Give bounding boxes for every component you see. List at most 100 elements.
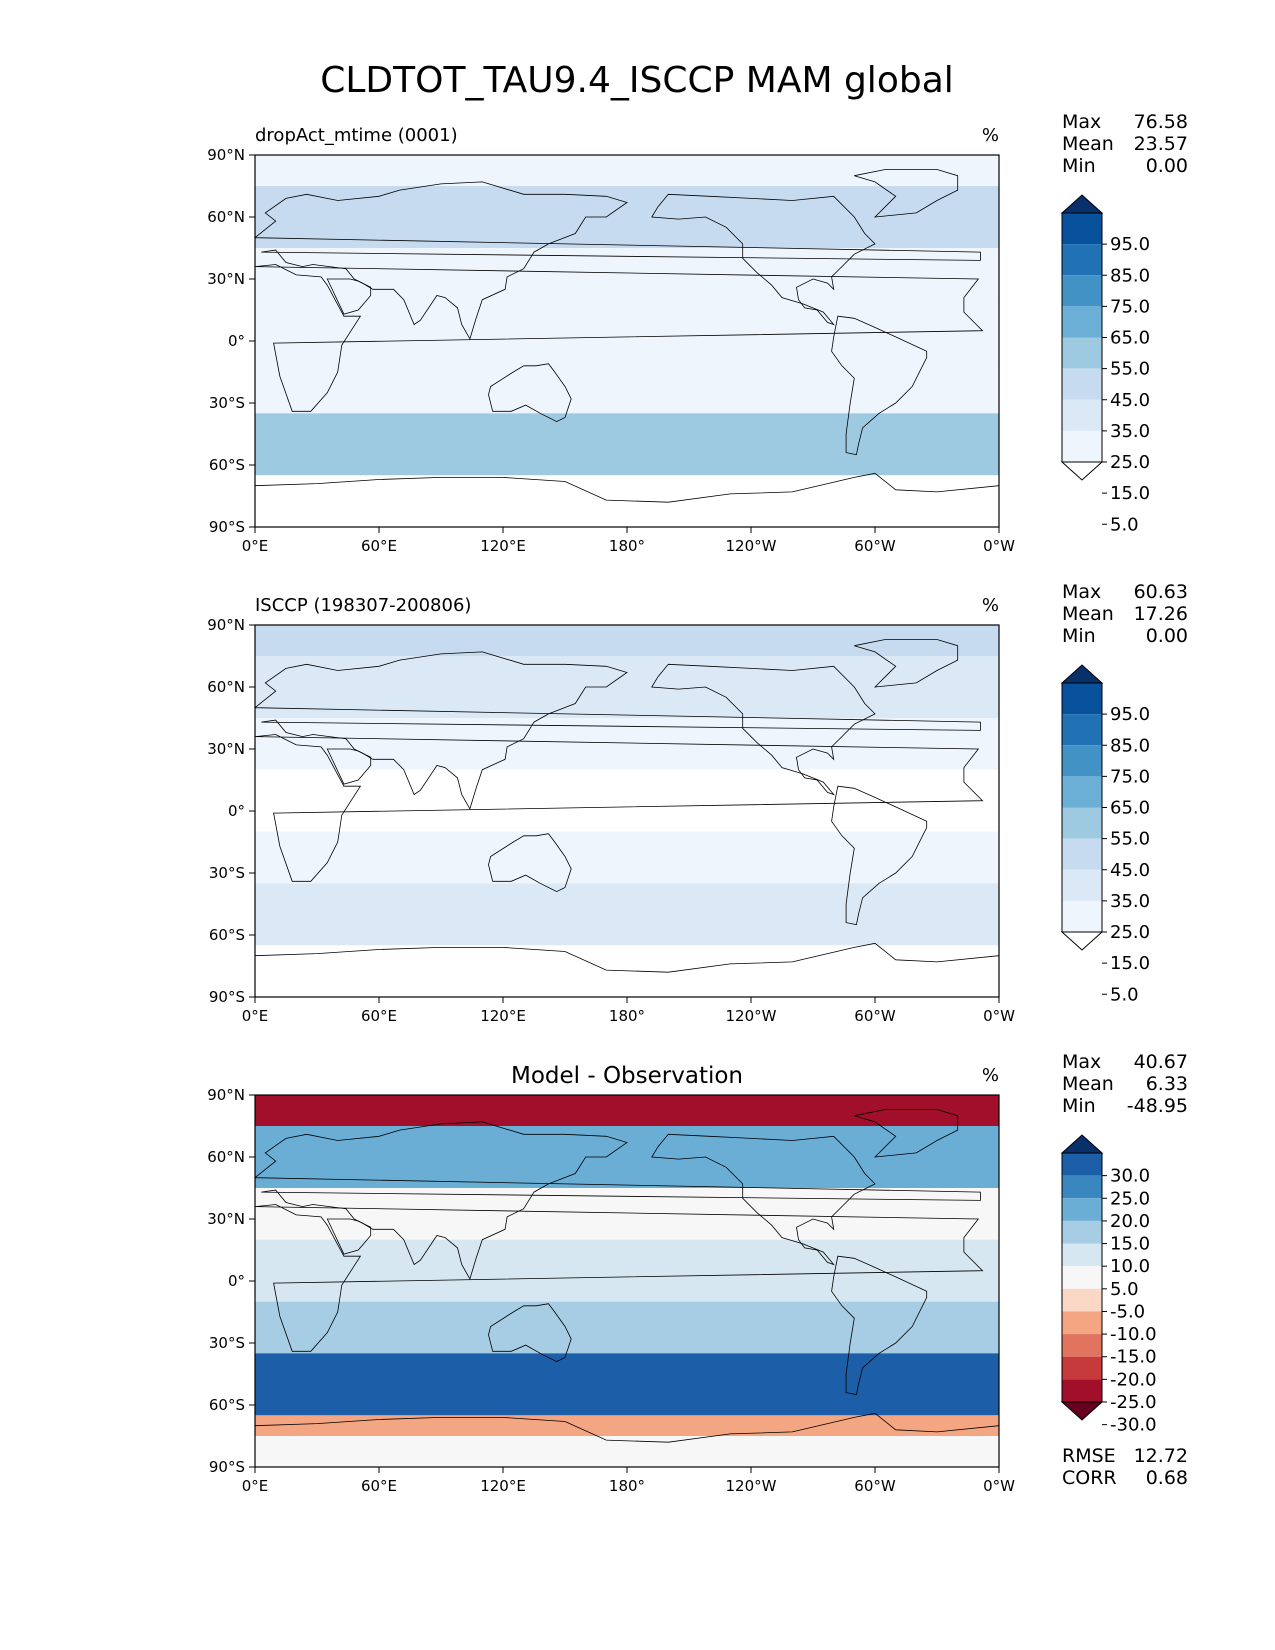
colorbar-segment xyxy=(1062,1243,1102,1267)
colorbar-segment xyxy=(1062,275,1102,307)
lon-tick-label: 0°E xyxy=(242,537,269,555)
coastline-africa xyxy=(255,734,984,882)
colorbar-label: 25.0 xyxy=(1110,452,1150,473)
field-diff xyxy=(255,1095,999,1467)
stat-value: 40.67 xyxy=(1134,1051,1188,1073)
colorbar-segment xyxy=(1062,306,1102,338)
colorbar-label: 85.0 xyxy=(1110,265,1150,286)
field-band xyxy=(255,248,999,300)
colorbar-segment xyxy=(1062,430,1102,462)
colorbar-extend-bottom xyxy=(1060,461,1104,481)
colorbar-segment xyxy=(1062,244,1102,276)
colorbar-extend-bottom xyxy=(1060,931,1104,951)
colorbar-extend-bottom xyxy=(1060,1401,1104,1421)
lon-tick-label: 60°E xyxy=(361,1477,397,1495)
lat-tick-label: 90°N xyxy=(207,1086,245,1104)
colorbar-segment xyxy=(1062,900,1102,932)
footer-stat-value: 0.68 xyxy=(1146,1467,1188,1489)
stat-value: 0.00 xyxy=(1146,155,1188,177)
lon-tick-label: 60°W xyxy=(854,1007,896,1025)
colorbar-segment xyxy=(1062,807,1102,839)
colorbar-label: -5.0 xyxy=(1110,1301,1145,1322)
stat-label: Mean xyxy=(1062,1073,1114,1095)
colorbar-segment xyxy=(1062,1288,1102,1312)
colorbar-segment xyxy=(1062,213,1102,245)
colorbar-label: -25.0 xyxy=(1110,1392,1157,1413)
footer-stat-value: 12.72 xyxy=(1134,1445,1188,1467)
colorbar-frame xyxy=(1061,1152,1103,1403)
colorbar-label: 95.0 xyxy=(1110,234,1150,255)
field-band xyxy=(255,299,999,362)
coastline-australia xyxy=(488,833,572,893)
colorbar-segment xyxy=(1062,1220,1102,1244)
coastline-australia xyxy=(488,1303,572,1363)
units-label: % xyxy=(982,1065,999,1086)
map-panel-diff: 90°N 60°N 30°N 0° 30°S 60°S 90°S0°E 60°E 120°E 18… xyxy=(207,1051,1188,1495)
footer-stat-label: CORR xyxy=(1062,1467,1117,1489)
lat-tick-label: 30°S xyxy=(209,1334,245,1352)
lat-tick-label: 30°S xyxy=(209,864,245,882)
field-band xyxy=(255,1353,999,1416)
units-label: % xyxy=(982,125,999,146)
coastline-eurasia xyxy=(255,651,981,810)
lat-tick-label: 30°N xyxy=(207,740,245,758)
stat-value: -48.95 xyxy=(1127,1095,1188,1117)
colorbar-label: 35.0 xyxy=(1110,421,1150,442)
lon-tick-label: 180° xyxy=(609,1007,645,1025)
lat-tick-label: 90°S xyxy=(209,1458,245,1476)
colorbar-extend-top xyxy=(1060,194,1104,214)
field-band xyxy=(255,883,999,946)
field-band xyxy=(255,656,999,718)
lon-tick-label: 120°E xyxy=(480,1477,526,1495)
field-band xyxy=(255,1095,999,1126)
field-obs xyxy=(255,625,999,997)
field-band xyxy=(255,1188,999,1240)
colorbar-segment xyxy=(1062,399,1102,431)
colorbar-segment xyxy=(1062,869,1102,901)
lon-tick-label: 60°W xyxy=(854,1477,896,1495)
coastline-greenland xyxy=(854,169,959,218)
lat-tick-label: 30°N xyxy=(207,270,245,288)
colorbar-segment xyxy=(1062,1266,1102,1289)
lat-tick-label: 90°N xyxy=(207,146,245,164)
lat-tick-label: 30°S xyxy=(209,394,245,412)
coastline-s_america xyxy=(831,785,928,926)
lat-tick-label: 0° xyxy=(228,1272,245,1290)
colorbar-segment xyxy=(1062,1153,1102,1176)
field-band xyxy=(255,413,999,476)
colorbar-label: 15.0 xyxy=(1110,483,1150,504)
coastline-n_america xyxy=(651,663,876,796)
colorbar-label: 5.0 xyxy=(1110,514,1139,535)
colorbar-label: 85.0 xyxy=(1110,735,1150,756)
field-band xyxy=(255,718,999,770)
stat-label: Max xyxy=(1062,111,1101,133)
lon-tick-label: 0°W xyxy=(983,537,1015,555)
lat-tick-label: 0° xyxy=(228,332,245,350)
stat-label: Max xyxy=(1062,581,1101,603)
coastline-india_arabia xyxy=(326,1218,372,1255)
colorbar-segment xyxy=(1062,714,1102,746)
stat-label: Max xyxy=(1062,1051,1101,1073)
colorbar-label: 45.0 xyxy=(1110,390,1150,411)
colorbar-label: -10.0 xyxy=(1110,1324,1157,1345)
coastline-greenland xyxy=(854,1109,959,1158)
colorbar-segment xyxy=(1062,745,1102,777)
colorbar-label: 75.0 xyxy=(1110,296,1150,317)
lon-tick-label: 0°W xyxy=(983,1007,1015,1025)
lon-tick-label: 60°W xyxy=(854,537,896,555)
colorbar-segment xyxy=(1062,1334,1102,1357)
colorbar-label: 30.0 xyxy=(1110,1166,1150,1187)
colorbar-segment xyxy=(1062,1311,1102,1335)
stat-value: 23.57 xyxy=(1134,133,1188,155)
coastline-s_america xyxy=(831,1255,928,1396)
lat-tick-label: 90°N xyxy=(207,616,245,634)
footer-stat-label: RMSE xyxy=(1062,1445,1116,1467)
colorbar-label: 25.0 xyxy=(1110,922,1150,943)
stat-label: Min xyxy=(1062,625,1096,647)
lat-tick-label: 60°N xyxy=(207,1148,245,1166)
figure-title: CLDTOT_TAU9.4_ISCCP MAM global xyxy=(320,60,954,101)
lat-tick-label: 90°S xyxy=(209,988,245,1006)
coastline-africa xyxy=(255,264,984,412)
lon-tick-label: 0°E xyxy=(242,1007,269,1025)
coastline-eurasia xyxy=(255,1121,981,1280)
